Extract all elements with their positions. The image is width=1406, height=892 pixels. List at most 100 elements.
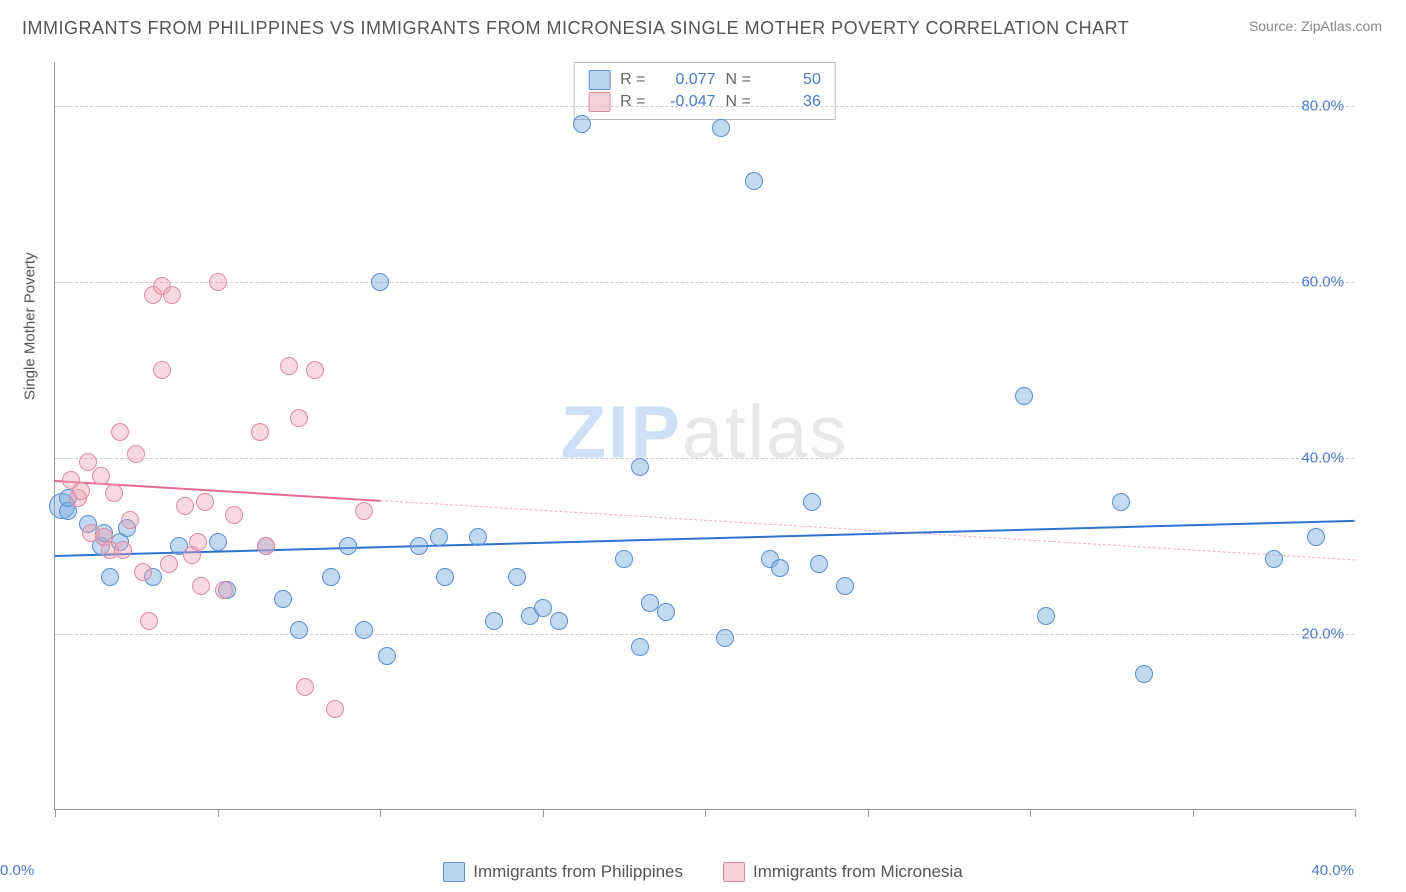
data-point: [257, 537, 275, 555]
data-point: [296, 678, 314, 696]
data-point: [836, 577, 854, 595]
data-point: [72, 482, 90, 500]
y-tick-label: 60.0%: [1301, 274, 1344, 291]
x-tick: [1355, 809, 1356, 817]
legend-label: Immigrants from Philippines: [473, 862, 683, 882]
data-point: [410, 537, 428, 555]
stats-row-philippines: R = 0.077 N = 50: [588, 69, 821, 91]
data-point: [1265, 550, 1283, 568]
data-point: [280, 357, 298, 375]
bottom-legend: 0.0% Immigrants from Philippines Immigra…: [0, 862, 1406, 882]
data-point: [274, 590, 292, 608]
data-point: [121, 511, 139, 529]
gridline: [55, 106, 1354, 107]
x-tick: [543, 809, 544, 817]
swatch-pink-icon: [588, 92, 610, 112]
data-point: [550, 612, 568, 630]
data-point: [573, 115, 591, 133]
data-point: [1135, 665, 1153, 683]
data-point: [485, 612, 503, 630]
data-point: [160, 555, 178, 573]
data-point: [189, 533, 207, 551]
gridline: [55, 634, 1354, 635]
trendline: [55, 520, 1355, 557]
data-point: [114, 541, 132, 559]
data-point: [105, 484, 123, 502]
data-point: [1015, 387, 1033, 405]
data-point: [355, 621, 373, 639]
x-tick-max: 40.0%: [1311, 862, 1354, 879]
swatch-blue-icon: [588, 70, 610, 90]
r-label: R =: [620, 71, 645, 89]
data-point: [101, 568, 119, 586]
gridline: [55, 458, 1354, 459]
chart-title: IMMIGRANTS FROM PHILIPPINES VS IMMIGRANT…: [22, 18, 1129, 39]
x-tick: [1193, 809, 1194, 817]
watermark-atlas: atlas: [682, 390, 848, 473]
gridline: [55, 282, 1354, 283]
data-point: [339, 537, 357, 555]
x-tick: [1030, 809, 1031, 817]
n-label: N =: [726, 93, 751, 111]
data-point: [1307, 528, 1325, 546]
plot-area: ZIPatlas R = 0.077 N = 50 R = -0.047 N =…: [54, 62, 1354, 810]
x-tick-min: 0.0%: [0, 862, 34, 879]
n-value: 50: [761, 71, 821, 89]
r-value: 0.077: [656, 71, 716, 89]
data-point: [127, 445, 145, 463]
data-point: [430, 528, 448, 546]
y-tick-label: 80.0%: [1301, 98, 1344, 115]
data-point: [192, 577, 210, 595]
data-point: [712, 119, 730, 137]
data-point: [803, 493, 821, 511]
r-label: R =: [620, 93, 645, 111]
swatch-blue-icon: [443, 862, 465, 882]
data-point: [378, 647, 396, 665]
data-point: [641, 594, 659, 612]
data-point: [371, 273, 389, 291]
data-point: [657, 603, 675, 621]
legend-label: Immigrants from Micronesia: [753, 862, 963, 882]
y-tick-label: 20.0%: [1301, 626, 1344, 643]
n-value: 36: [761, 93, 821, 111]
x-tick: [868, 809, 869, 817]
data-point: [251, 423, 269, 441]
data-point: [326, 700, 344, 718]
data-point: [534, 599, 552, 617]
x-tick: [705, 809, 706, 817]
y-axis-label: Single Mother Poverty: [22, 252, 39, 400]
data-point: [771, 559, 789, 577]
data-point: [290, 621, 308, 639]
data-point: [225, 506, 243, 524]
data-point: [163, 286, 181, 304]
data-point: [508, 568, 526, 586]
data-point: [92, 467, 110, 485]
swatch-pink-icon: [723, 862, 745, 882]
chart-container: IMMIGRANTS FROM PHILIPPINES VS IMMIGRANT…: [0, 0, 1406, 892]
data-point: [111, 423, 129, 441]
x-tick: [380, 809, 381, 817]
stats-legend-box: R = 0.077 N = 50 R = -0.047 N = 36: [573, 62, 836, 120]
x-tick: [55, 809, 56, 817]
r-value: -0.047: [656, 93, 716, 111]
data-point: [615, 550, 633, 568]
n-label: N =: [726, 71, 751, 89]
data-point: [322, 568, 340, 586]
x-tick: [218, 809, 219, 817]
data-point: [153, 361, 171, 379]
data-point: [209, 533, 227, 551]
data-point: [196, 493, 214, 511]
y-tick-label: 40.0%: [1301, 450, 1344, 467]
legend-item-micronesia: Immigrants from Micronesia: [723, 862, 963, 882]
stats-row-micronesia: R = -0.047 N = 36: [588, 91, 821, 113]
data-point: [436, 568, 454, 586]
source-label: Source: ZipAtlas.com: [1249, 18, 1382, 34]
data-point: [745, 172, 763, 190]
data-point: [716, 629, 734, 647]
data-point: [209, 273, 227, 291]
data-point: [140, 612, 158, 630]
data-point: [1112, 493, 1130, 511]
data-point: [631, 458, 649, 476]
data-point: [134, 563, 152, 581]
legend-item-philippines: Immigrants from Philippines: [443, 862, 683, 882]
